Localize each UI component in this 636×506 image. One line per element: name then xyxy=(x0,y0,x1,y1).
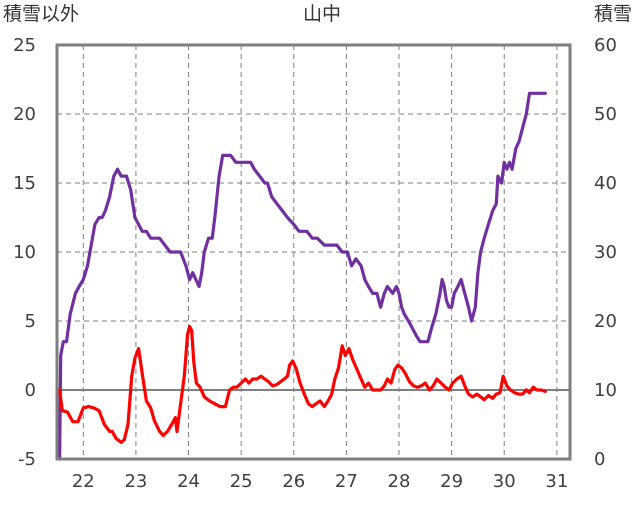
left-tick-label: 5 xyxy=(25,311,36,332)
left-axis-label: 積雪以外 xyxy=(3,3,79,25)
x-tick-label: 27 xyxy=(335,471,358,492)
right-tick-label: 50 xyxy=(594,104,617,125)
x-tick-label: 22 xyxy=(72,471,95,492)
left-tick-label: 25 xyxy=(13,35,36,56)
x-tick-label: 24 xyxy=(177,471,200,492)
x-tick-label: 29 xyxy=(440,471,463,492)
left-tick-label: 0 xyxy=(25,380,36,401)
x-tick-label: 23 xyxy=(124,471,147,492)
x-tick-label: 31 xyxy=(545,471,568,492)
x-tick-label: 26 xyxy=(282,471,305,492)
x-axis-ticks: 22 23 24 25 26 27 28 29 30 31 xyxy=(72,471,568,492)
left-tick-label: 10 xyxy=(13,242,36,263)
x-tick-label: 25 xyxy=(230,471,253,492)
left-tick-label: 15 xyxy=(13,173,36,194)
right-tick-label: 10 xyxy=(594,380,617,401)
x-tick-label: 30 xyxy=(493,471,516,492)
left-tick-label: 20 xyxy=(13,104,36,125)
series-layer xyxy=(58,91,547,461)
right-tick-label: 60 xyxy=(594,35,617,56)
left-axis-ticks: -5 0 5 10 15 20 25 xyxy=(13,35,36,470)
x-tick-label: 28 xyxy=(388,471,411,492)
snow-depth-line xyxy=(58,91,547,461)
right-axis-label: 積雪 xyxy=(594,3,632,25)
right-axis-ticks: 0 10 20 30 40 50 60 xyxy=(594,35,617,470)
right-tick-label: 40 xyxy=(594,173,617,194)
right-tick-label: 30 xyxy=(594,242,617,263)
plot-frame xyxy=(55,43,572,461)
other-line xyxy=(58,324,547,444)
right-tick-label: 20 xyxy=(594,311,617,332)
left-tick-label: -5 xyxy=(18,449,36,470)
chart-title: 山中 xyxy=(303,3,341,25)
right-tick-label: 0 xyxy=(594,449,605,470)
